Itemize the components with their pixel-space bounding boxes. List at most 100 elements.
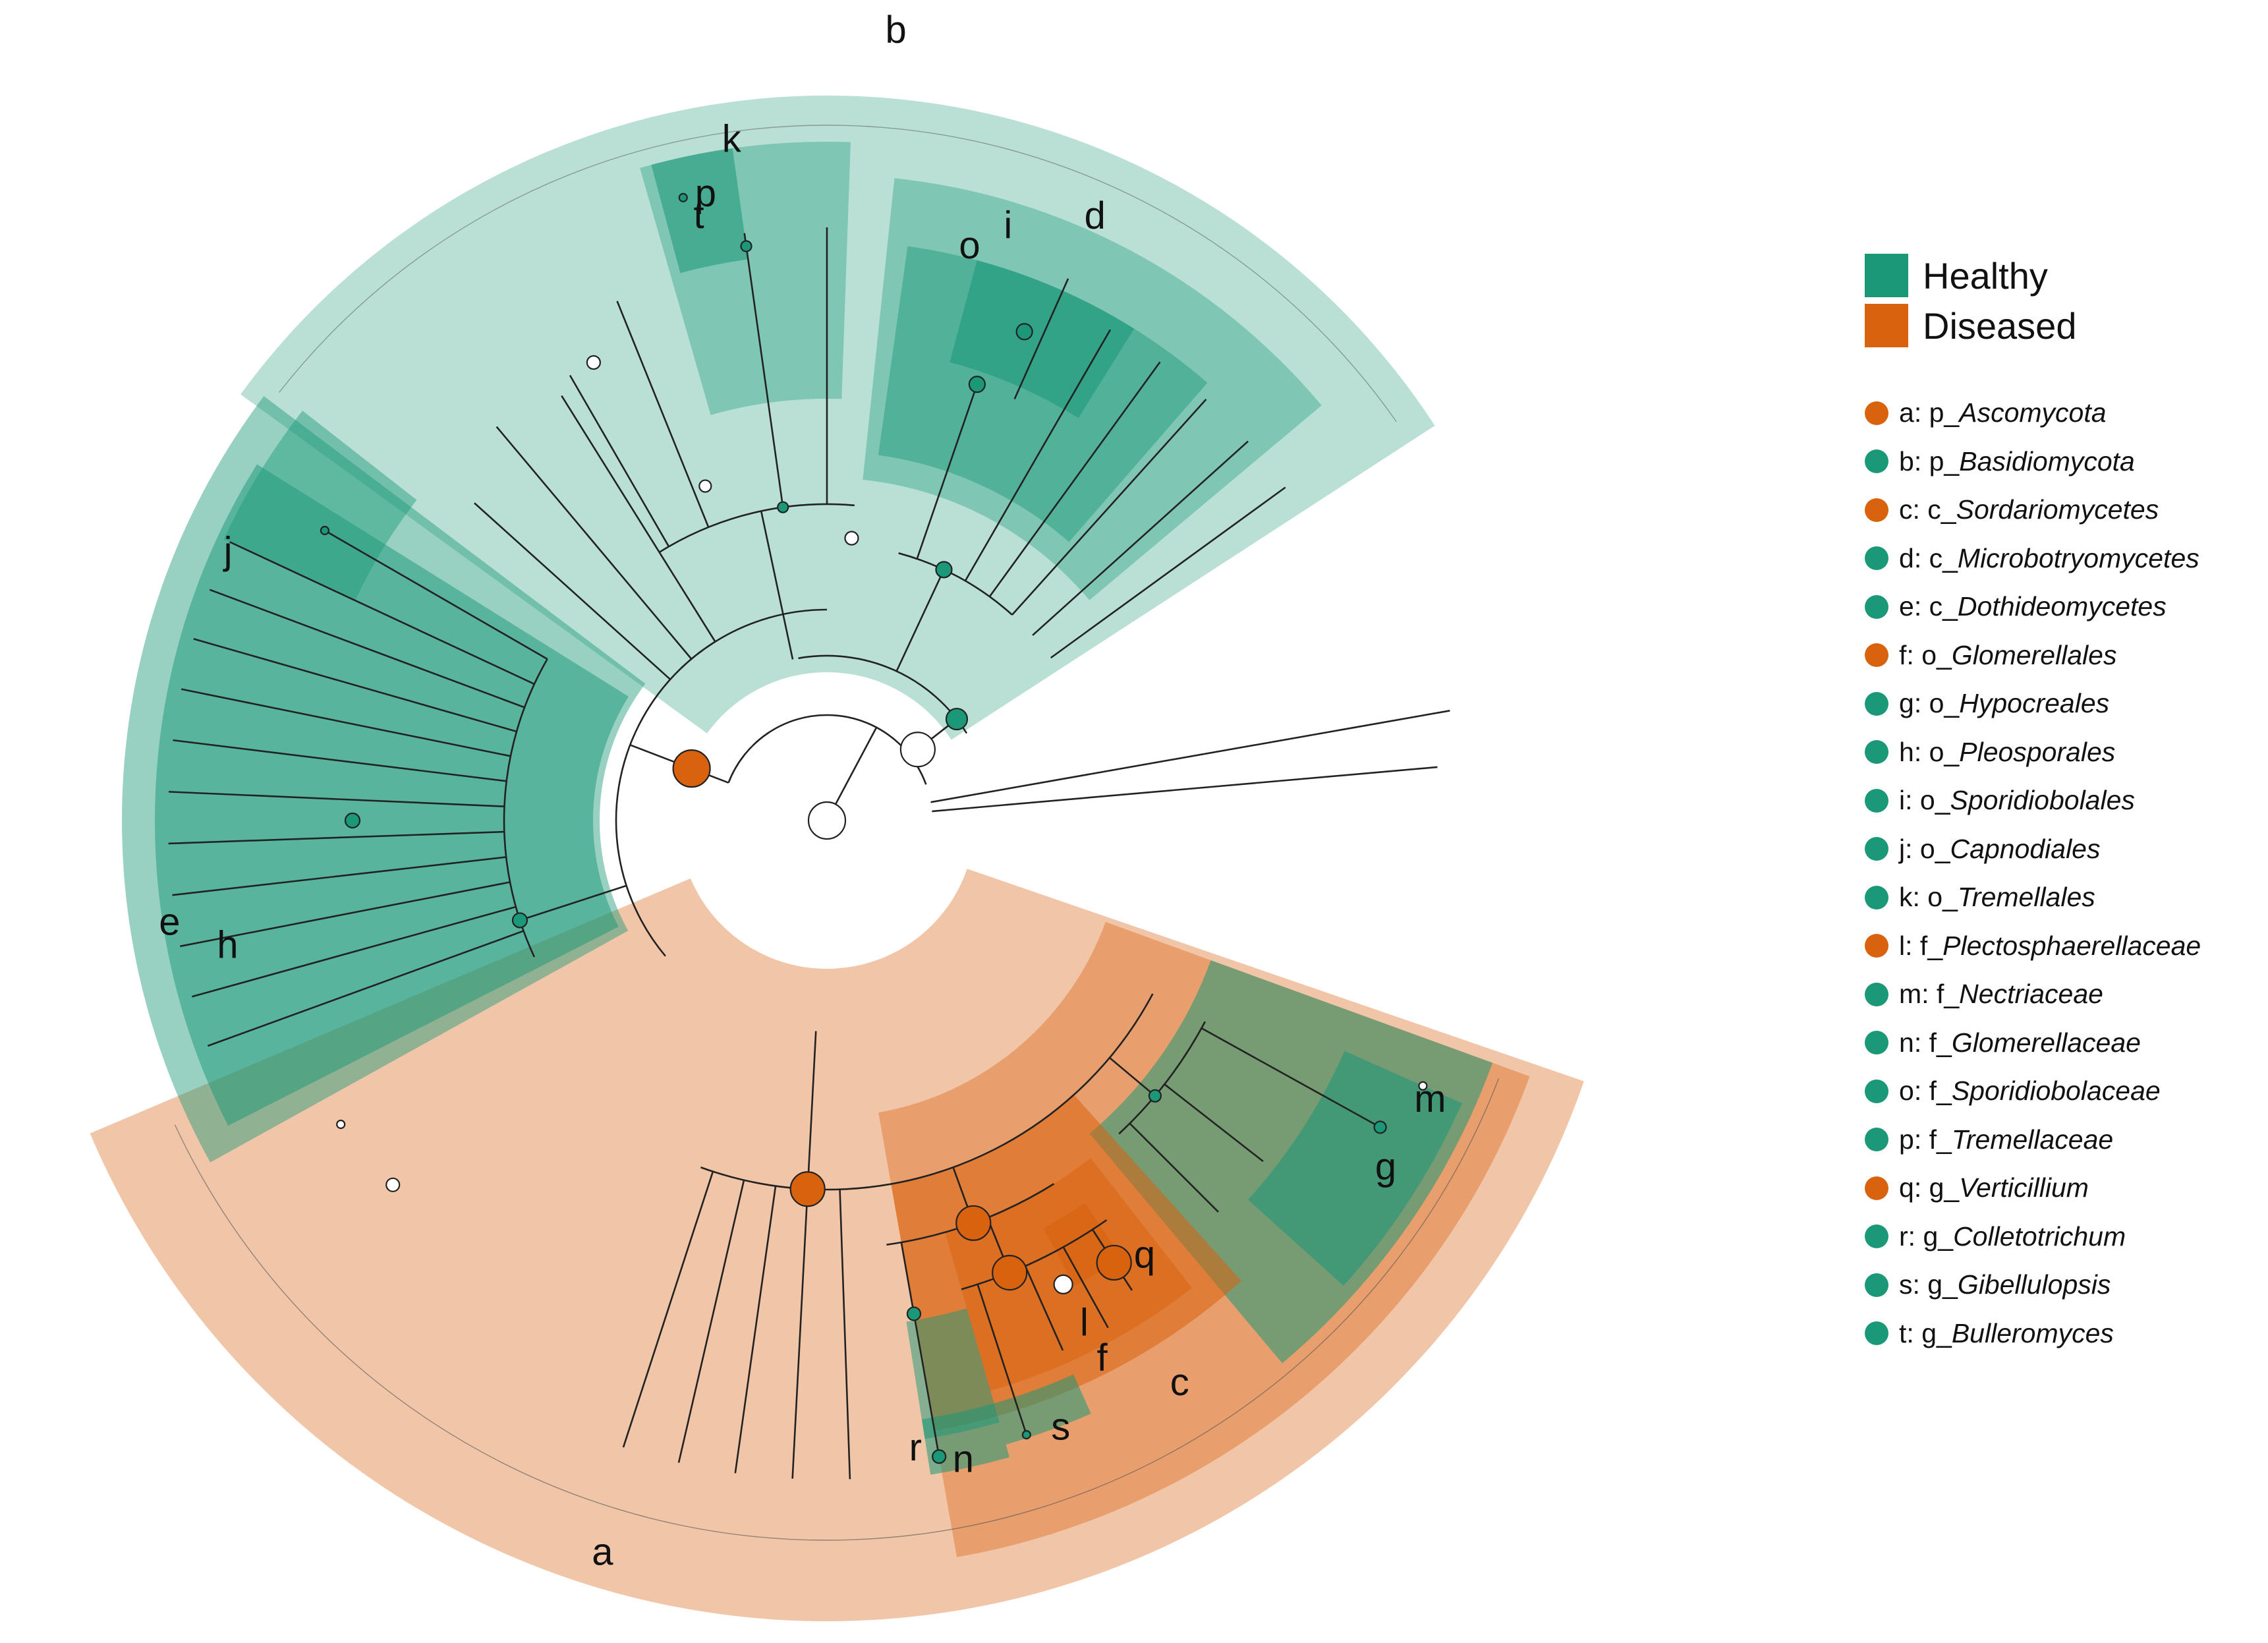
node-sporidiobolales	[968, 376, 986, 393]
branch-pleospora-leaf	[181, 688, 511, 757]
node-sordariomycetes	[789, 1171, 826, 1207]
tree-nodes	[320, 192, 1428, 1464]
legend-item-o: o: f_Sporidiobolaceae	[1865, 1067, 2254, 1116]
legend-dot-icon	[1865, 1273, 1888, 1297]
legend-text: k: o_Tremellales	[1899, 882, 2095, 913]
node-gibellulopsis	[1021, 1429, 1031, 1440]
node-tremellaceae	[740, 240, 752, 252]
branch-tremello-leaf2	[616, 301, 710, 528]
legend-dot-icon	[1865, 401, 1888, 425]
branch-tremello-leaf3	[569, 374, 670, 547]
legend-text: g: o_Hypocreales	[1899, 688, 2110, 719]
ring-line-a	[174, 1078, 1500, 1541]
branch-glomerellaceae	[900, 1242, 915, 1314]
basidio-root-node	[899, 732, 936, 768]
group-legend: Healthy Diseased	[1865, 250, 2254, 351]
legend-text: c: c_Sordariomycetes	[1899, 494, 2159, 525]
branch-asco-leaf2	[496, 426, 693, 660]
branch-tremellales	[743, 233, 784, 507]
legend-text: d: c_Microbotryomycetes	[1899, 542, 2199, 573]
legend-dot-icon	[1865, 691, 1888, 716]
node-white-3	[586, 355, 601, 370]
branch-pleospora-leaf	[209, 589, 525, 708]
node-pleosporales	[344, 812, 361, 829]
clade-letter-r: r	[909, 1426, 922, 1469]
legend-item-j: j: o_Capnodiales	[1865, 825, 2254, 874]
branch-plecto-leaf1	[1024, 1265, 1064, 1351]
root-node	[807, 801, 847, 840]
legend-text: f: o_Glomerellales	[1899, 639, 2117, 670]
clade-letter-e: e	[159, 900, 180, 943]
branch-pleospora-leaf	[172, 856, 507, 896]
legend-text: l: f_Plectosphaerellaceae	[1899, 930, 2201, 961]
clade-letter-a: a	[592, 1530, 613, 1573]
branch-microbotryo-leaf	[1032, 440, 1249, 636]
clade-letter-d: d	[1085, 194, 1106, 237]
legend-item-a: a: p_Ascomycota	[1865, 389, 2254, 438]
legend-item-s: s: g_Gibellulopsis	[1865, 1261, 2254, 1310]
legend-text: m: f_Nectriaceae	[1899, 979, 2103, 1010]
node-white-5	[336, 1119, 346, 1130]
legend-dot-icon	[1865, 788, 1888, 813]
clade-letter-h: h	[217, 924, 238, 967]
hypocreales-arc	[1118, 1021, 1206, 1135]
legend-dot-icon	[1865, 1321, 1888, 1346]
clade-letter-f: f	[1097, 1337, 1108, 1379]
legend-item-r: r: g_Colletotrichum	[1865, 1213, 2254, 1261]
legend-item-e: e: c_Dothideomycetes	[1865, 583, 2254, 631]
branch-pleospora-leaf	[193, 638, 517, 733]
legend-dot-icon	[1865, 546, 1888, 571]
legend-item-l: l: f_Plectosphaerellaceae	[1865, 922, 2254, 971]
node-basidiomycota	[945, 707, 969, 731]
branch-sordario-leaf	[677, 1180, 745, 1463]
legend-dot-icon	[1865, 885, 1888, 909]
branch-pleospora-leaf	[207, 930, 524, 1047]
branch-microbotryo-leaf	[964, 329, 1112, 581]
healthy-label: Healthy	[1923, 254, 2048, 297]
legend-text: s: g_Gibellulopsis	[1899, 1269, 2111, 1300]
branch-hypo-leaf2	[1164, 1083, 1264, 1163]
legend-item-f: f: o_Glomerellales	[1865, 631, 2254, 680]
legend-dot-icon	[1865, 594, 1888, 619]
branch-unclassified-2	[930, 710, 1450, 803]
legend-text: r: g_Colletotrichum	[1899, 1221, 2126, 1252]
branch-microbotryo-leaf	[1050, 486, 1286, 659]
branch-microbotryo-leaf	[1011, 399, 1207, 616]
legend-text: j: o_Capnodiales	[1899, 833, 2101, 864]
clade-letters: a b c d e f g h i j k l m n o p q r s t	[159, 9, 1446, 1574]
legend-dot-icon	[1865, 643, 1888, 668]
taxa-legend: a: p_Ascomycota b: p_Basidiomycota c: c_So…	[1865, 389, 2254, 1358]
legend-item-p: p: f_Tremellaceae	[1865, 1116, 2254, 1165]
branch-capnodiales	[324, 529, 548, 660]
group-row-diseased: Diseased	[1865, 301, 2254, 351]
node-sporidiobolaceae	[1015, 323, 1033, 341]
branch-pleospora-leaf	[180, 881, 511, 948]
clade-sector-b	[241, 95, 1435, 740]
legend-item-g: g: o_Hypocreales	[1865, 679, 2254, 728]
legend-dot-icon	[1865, 1225, 1888, 1249]
clade-letter-g: g	[1375, 1145, 1396, 1188]
branch-pleospora-leaf	[229, 541, 535, 685]
group-row-healthy: Healthy	[1865, 250, 2254, 301]
clade-letter-i: i	[1004, 204, 1012, 246]
legend-text: q: g_Verticillium	[1899, 1172, 2089, 1203]
diseased-label: Diseased	[1923, 304, 2077, 347]
branch-dothideo-stem	[519, 884, 627, 921]
node-white-1	[844, 531, 859, 546]
node-verticillium	[1096, 1244, 1132, 1281]
node-white-2	[698, 479, 712, 493]
node-bulleromyces	[678, 192, 688, 202]
clade-letter-t: t	[694, 194, 704, 237]
branch-sordario-leaf	[622, 1171, 714, 1448]
node-m-white	[1418, 1081, 1428, 1091]
legend-item-t: t: g_Bulleromyces	[1865, 1310, 2254, 1358]
legend-item-h: h: o_Pleosporales	[1865, 728, 2254, 777]
branch-tremello-stem	[760, 511, 794, 660]
clade-letter-b: b	[885, 9, 906, 51]
cladogram: a b c d e f g h i j k l m n o p q r s t	[90, 9, 1584, 1621]
legend-dot-icon	[1865, 740, 1888, 764]
ring-line-b	[279, 125, 1397, 422]
legend-item-c: c: c_Sordariomycetes	[1865, 486, 2254, 534]
sordario-arc	[700, 993, 1154, 1191]
legend: Healthy Diseased a: p_Ascomycota b: p_Bas…	[1865, 250, 2254, 1358]
